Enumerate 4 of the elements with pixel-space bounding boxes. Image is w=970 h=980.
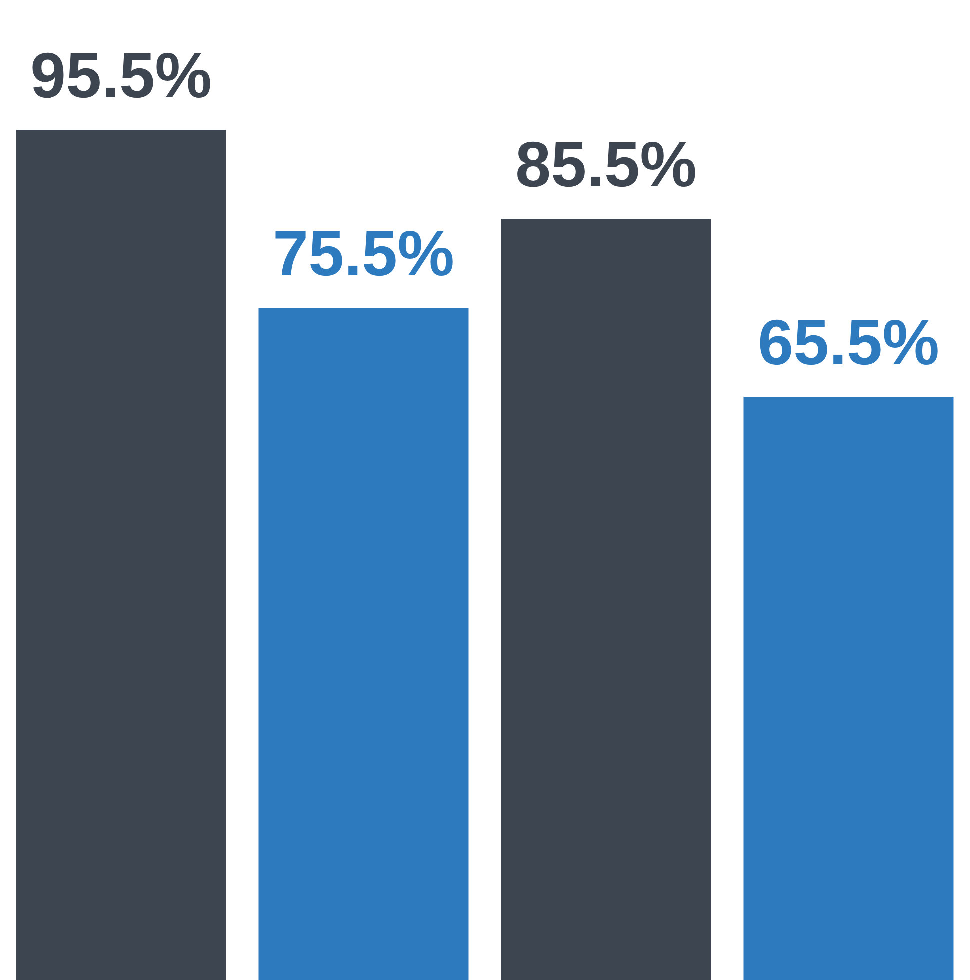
data-label: 75.5% bbox=[273, 218, 454, 290]
data-label: 85.5% bbox=[516, 128, 697, 201]
data-label: 95.5% bbox=[30, 40, 212, 112]
data-label: 65.5% bbox=[758, 306, 940, 379]
